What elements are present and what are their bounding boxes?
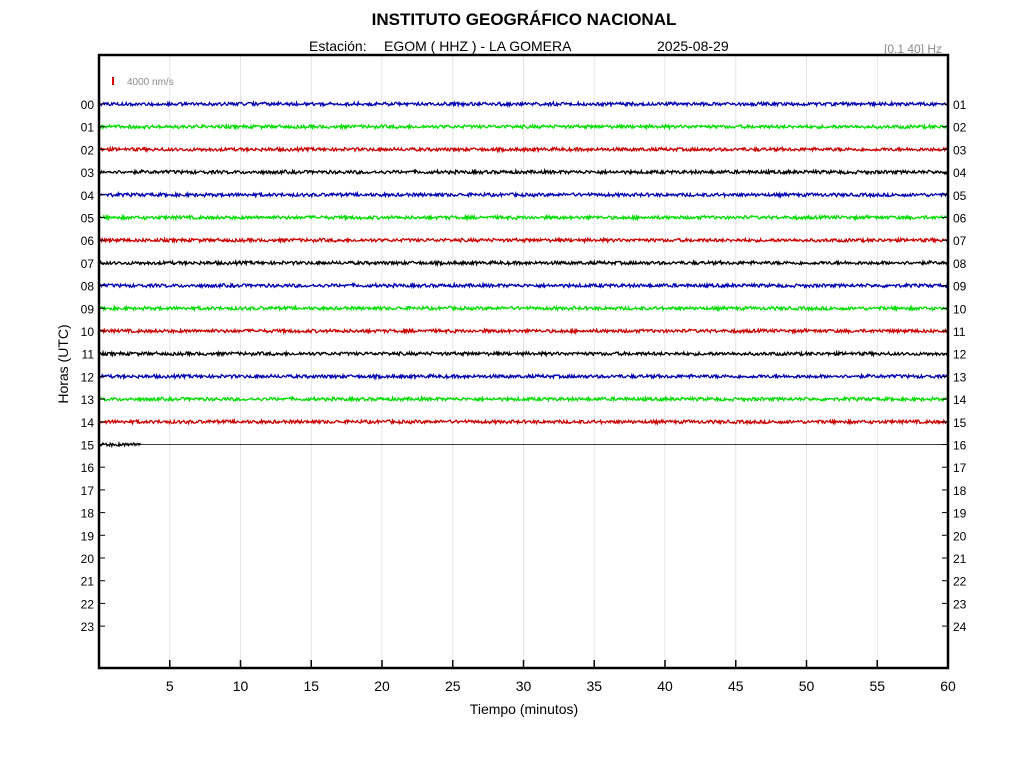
chart-date: 2025-08-29 [657,38,729,54]
trace-hour-12 [98,372,949,381]
left-tick-label: 18 [81,507,95,521]
left-tick-label: 02 [81,143,95,157]
right-tick-label: 04 [953,166,967,180]
right-tick-label: 18 [953,484,967,498]
right-tick-label: 14 [953,393,967,407]
y-axis-label: Horas (UTC) [55,324,71,403]
left-tick-label: 00 [81,98,95,112]
left-tick-label: 23 [81,620,95,634]
trace-hour-10 [98,327,949,336]
trace-hour-09 [98,304,949,313]
x-tick-label: 60 [940,678,956,694]
x-tick-label: 50 [799,678,815,694]
left-tick-label: 15 [81,439,95,453]
trace-hour-00 [98,99,949,109]
station-name: EGOM ( HHZ ) - LA GOMERA [384,38,572,54]
left-tick-label: 08 [81,280,95,294]
left-tick-label: 11 [82,348,95,362]
x-axis-label: Tiempo (minutos) [470,701,578,717]
filter-band: [0.1 40] Hz [884,42,943,56]
left-tick-label: 22 [81,597,95,611]
right-tick-label: 23 [953,597,967,611]
right-tick-label: 12 [953,348,967,362]
vertical-grid [169,55,878,668]
left-tick-label: 19 [81,529,95,543]
right-tick-label: 06 [953,212,967,226]
left-tick-label: 01 [81,121,95,135]
right-tick-label: 03 [953,143,967,157]
right-hour-ticks: 01 02 03 04 05 06 07 08 09 10 11 12 13 14 15 16 17 18 19 20… [942,98,967,634]
right-tick-label: 16 [953,439,967,453]
right-tick-label: 02 [953,121,967,135]
left-tick-label: 17 [81,484,95,498]
right-tick-label: 21 [953,552,967,566]
x-tick-label: 55 [869,678,885,694]
right-tick-label: 05 [953,189,967,203]
x-tick-label: 5 [166,678,174,694]
left-tick-label: 03 [81,166,95,180]
left-tick-label: 09 [81,302,95,316]
x-tick-label: 30 [516,678,532,694]
right-tick-label: 13 [953,370,967,384]
x-tick-label: 15 [303,678,319,694]
right-tick-label: 10 [953,302,967,316]
scale-label: 4000 nm/s [127,77,174,88]
left-hour-ticks: 00 01 02 03 04 05 06 07 08 09 10 11 12 13 14 15 16 17 18 19… [81,98,105,634]
left-tick-label: 04 [81,189,95,203]
x-axis-ticks: 5 10 15 20 25 30 35 40 45 50 55 60 [166,660,956,694]
trace-hour-04 [98,190,949,199]
left-tick-label: 12 [81,370,95,384]
right-tick-label: 08 [953,257,967,271]
trace-hour-13 [98,394,949,403]
right-tick-label: 01 [953,98,967,112]
left-tick-label: 07 [81,257,95,271]
trace-hour-06 [98,236,949,245]
x-tick-label: 40 [657,678,673,694]
chart-title: INSTITUTO GEOGRÁFICO NACIONAL [371,10,677,29]
x-tick-label: 10 [233,678,249,694]
trace-hour-05 [98,213,949,222]
trace-hour-15 [98,440,142,449]
right-tick-label: 09 [953,280,967,294]
right-tick-label: 15 [953,416,967,430]
right-tick-label: 20 [953,529,967,543]
x-tick-label: 45 [728,678,744,694]
right-tick-label: 07 [953,234,967,248]
trace-hour-02 [98,145,949,154]
trace-hour-08 [98,281,949,290]
right-tick-label: 17 [953,461,967,475]
scale-bar [112,77,114,85]
x-tick-label: 20 [374,678,390,694]
right-tick-label: 22 [953,575,967,589]
left-tick-label: 21 [81,575,95,589]
trace-hour-14 [98,417,949,426]
left-tick-label: 20 [81,552,95,566]
left-tick-label: 05 [81,212,95,226]
left-tick-label: 06 [81,234,95,248]
right-tick-label: 24 [953,620,967,634]
x-tick-label: 35 [586,678,602,694]
trace-hour-11 [98,349,949,358]
left-tick-label: 10 [81,325,95,339]
trace-group [98,99,949,449]
left-tick-label: 16 [81,461,95,475]
left-tick-label: 13 [81,393,95,407]
right-tick-label: 19 [953,507,967,521]
x-tick-label: 25 [445,678,461,694]
station-label: Estación: [309,38,367,54]
right-tick-label: 11 [953,325,966,339]
trace-hour-07 [98,258,949,268]
trace-hour-03 [98,167,949,176]
left-tick-label: 14 [81,416,95,430]
trace-hour-01 [98,122,948,131]
